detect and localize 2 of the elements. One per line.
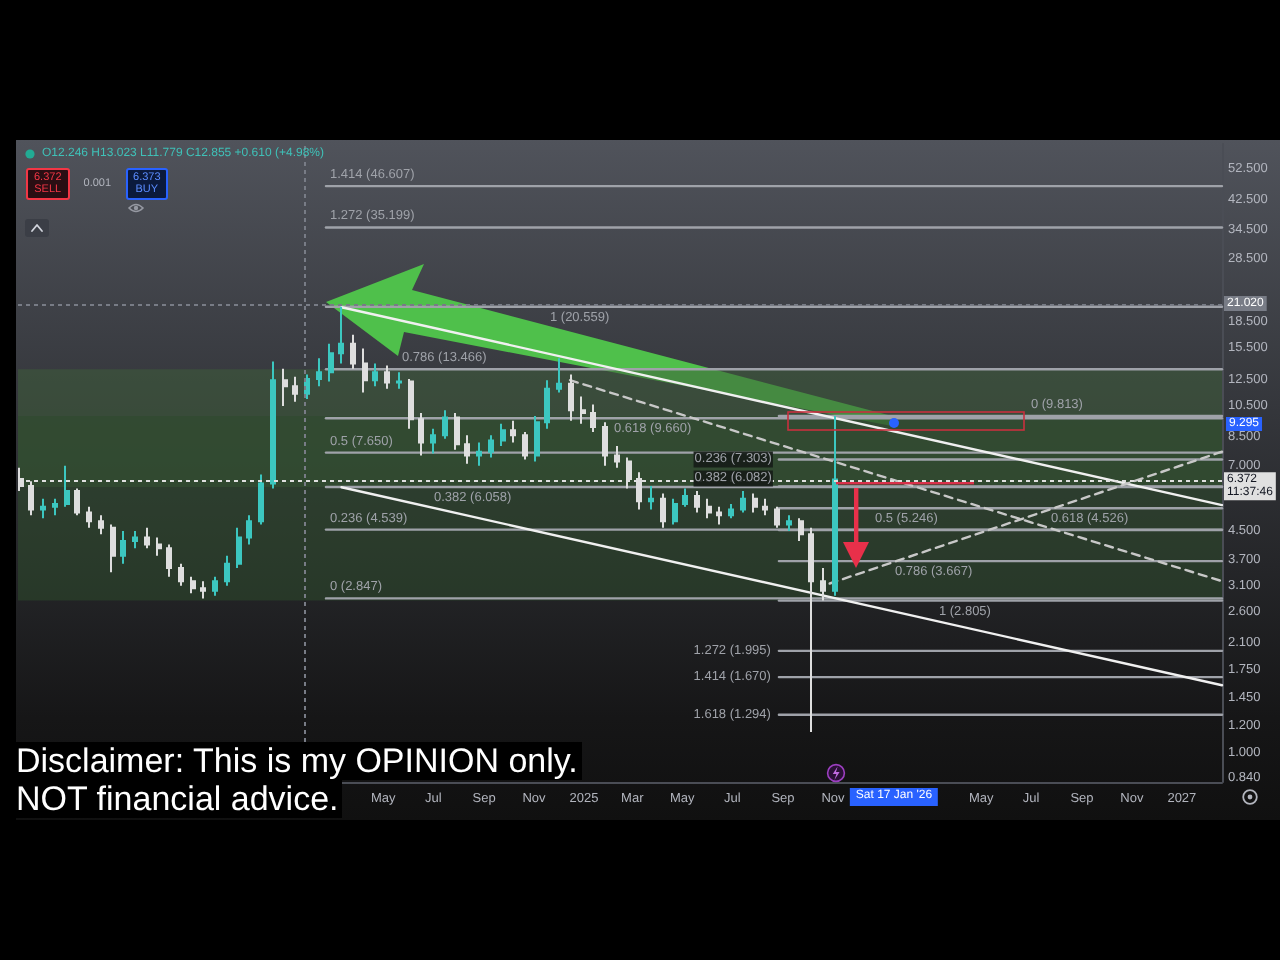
annotation: NOT financial advice. <box>14 780 343 818</box>
annotation: Disclaimer: This is my OPINION only. <box>14 742 582 780</box>
